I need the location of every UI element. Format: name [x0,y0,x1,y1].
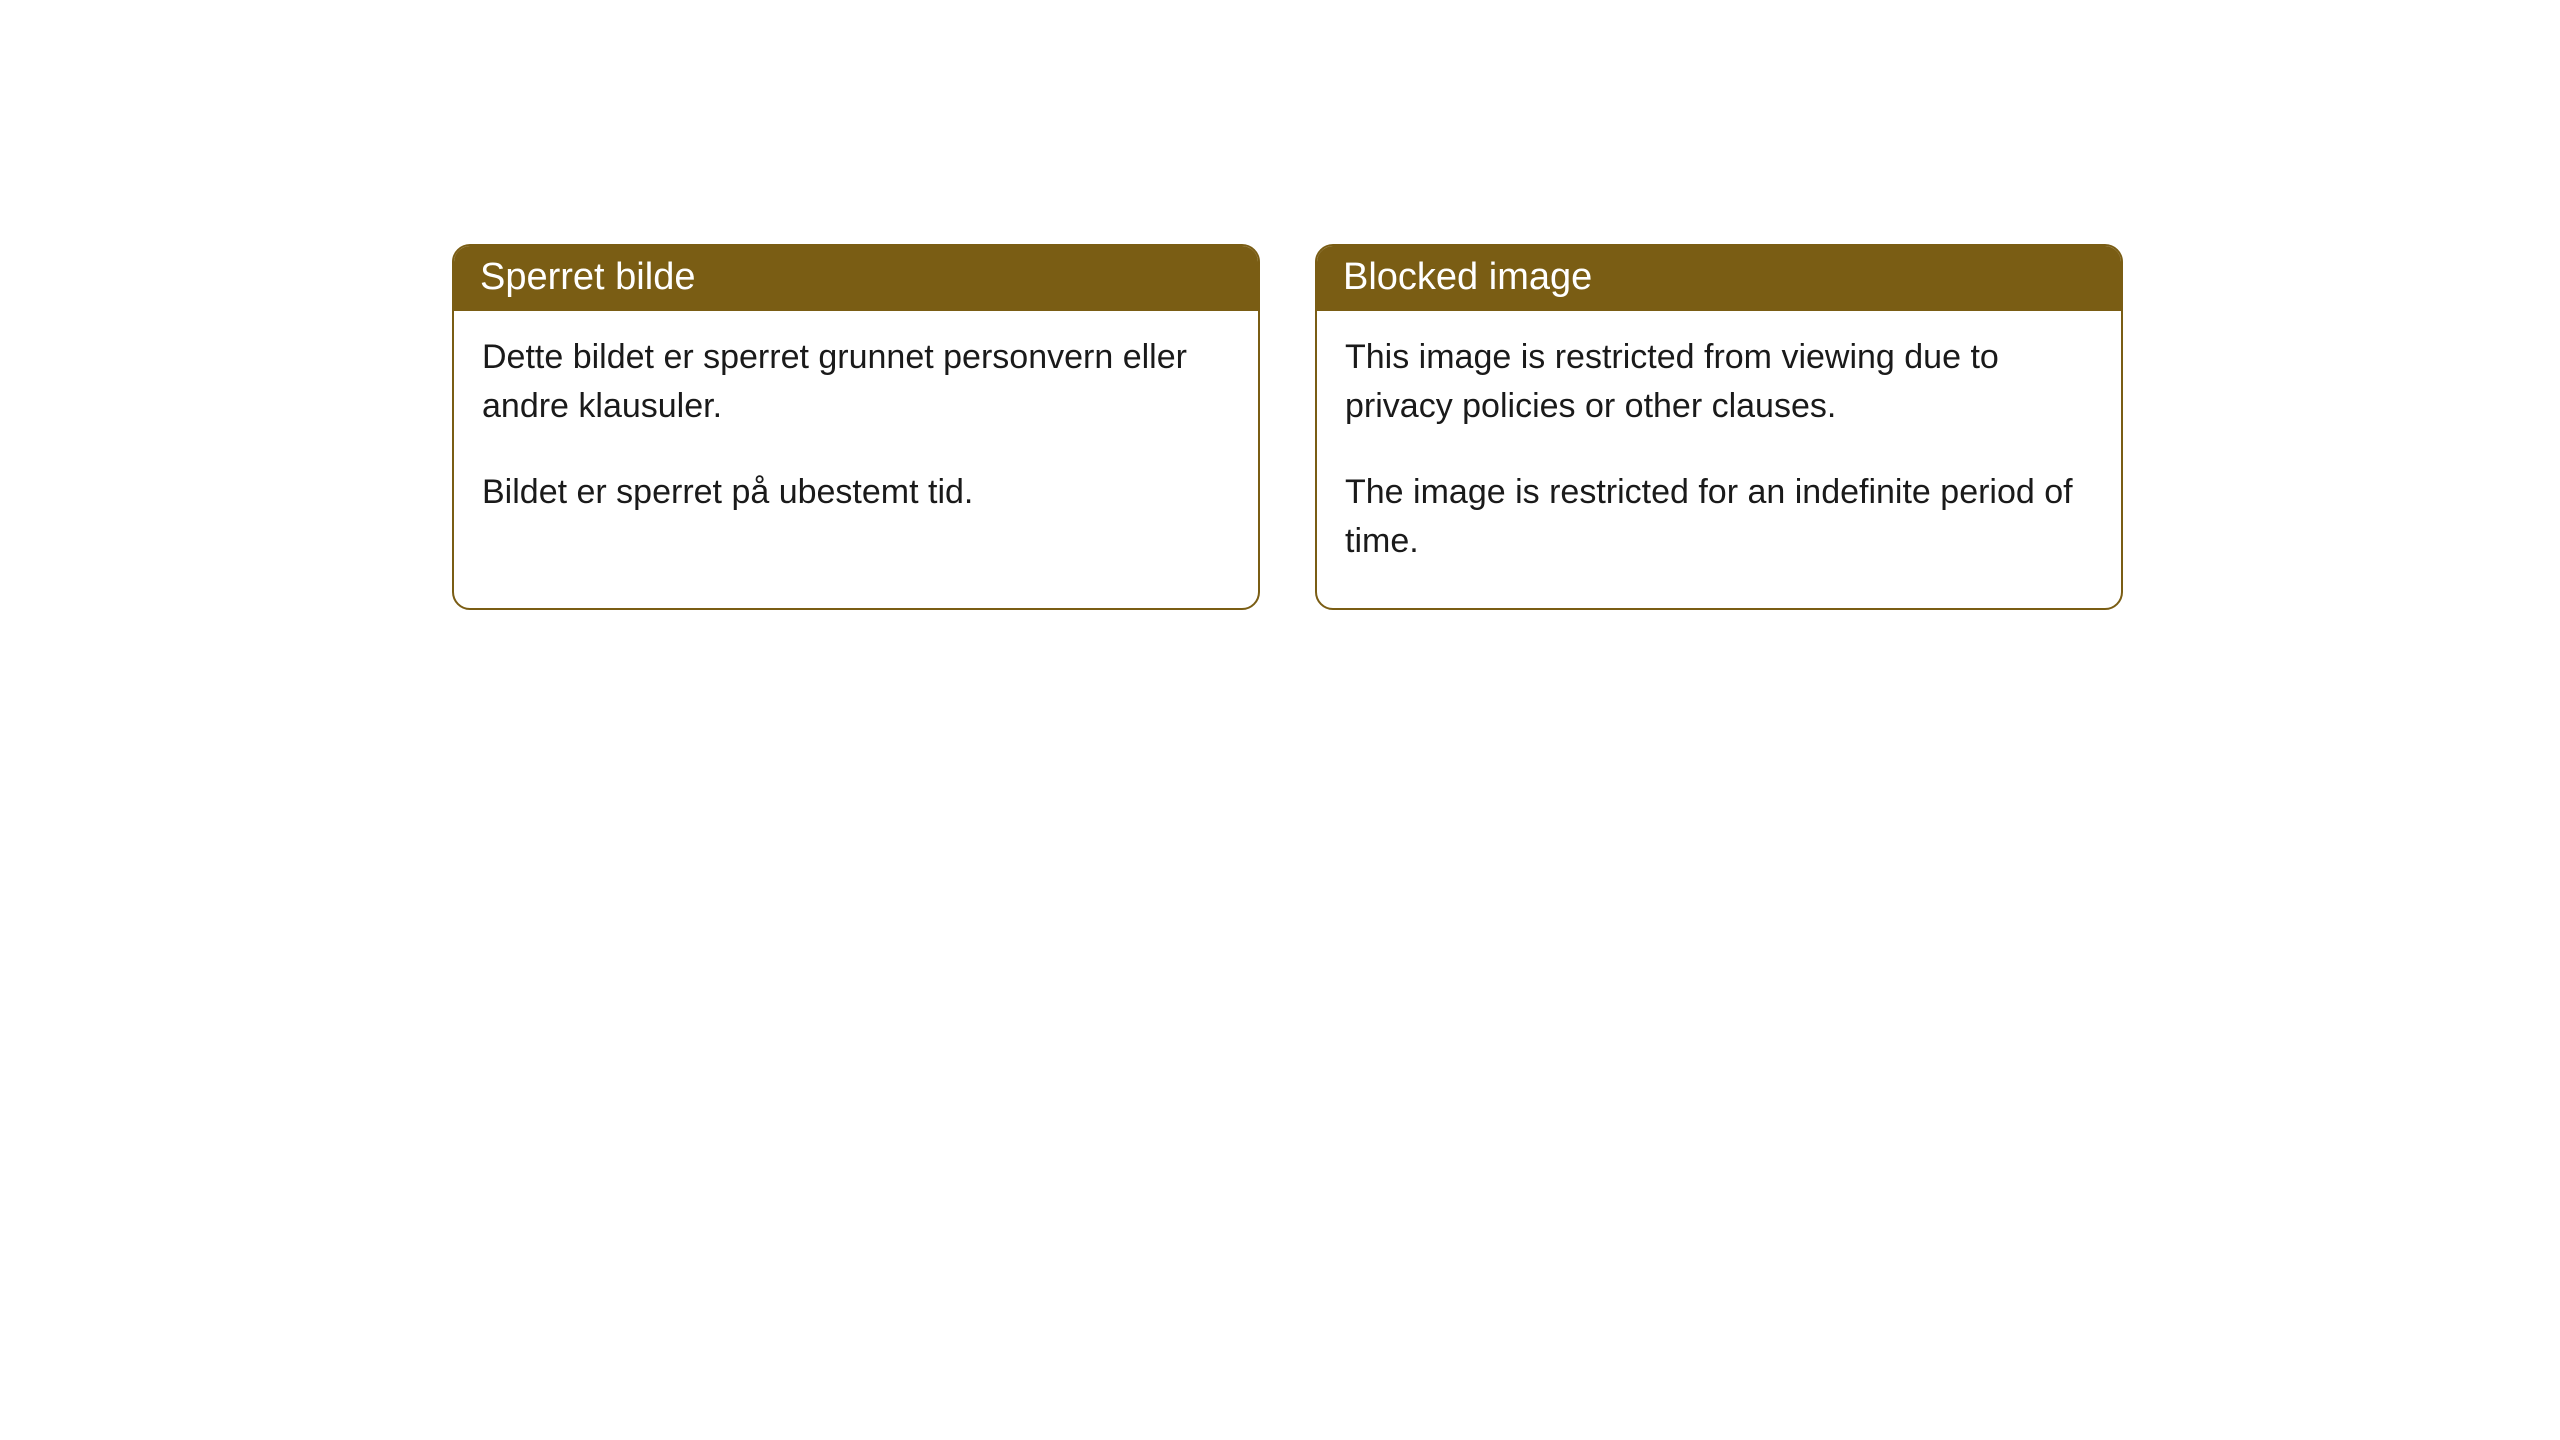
blocked-image-card-norwegian: Sperret bilde Dette bildet er sperret gr… [452,244,1260,610]
notice-paragraph-2: The image is restricted for an indefinit… [1345,468,2093,567]
card-body: This image is restricted from viewing du… [1317,311,2121,608]
card-body: Dette bildet er sperret grunnet personve… [454,311,1258,559]
blocked-image-card-english: Blocked image This image is restricted f… [1315,244,2123,610]
card-title: Blocked image [1317,246,2121,311]
notice-paragraph-1: Dette bildet er sperret grunnet personve… [482,333,1230,432]
notice-cards-container: Sperret bilde Dette bildet er sperret gr… [452,244,2123,610]
notice-paragraph-1: This image is restricted from viewing du… [1345,333,2093,432]
card-title: Sperret bilde [454,246,1258,311]
notice-paragraph-2: Bildet er sperret på ubestemt tid. [482,468,1230,517]
